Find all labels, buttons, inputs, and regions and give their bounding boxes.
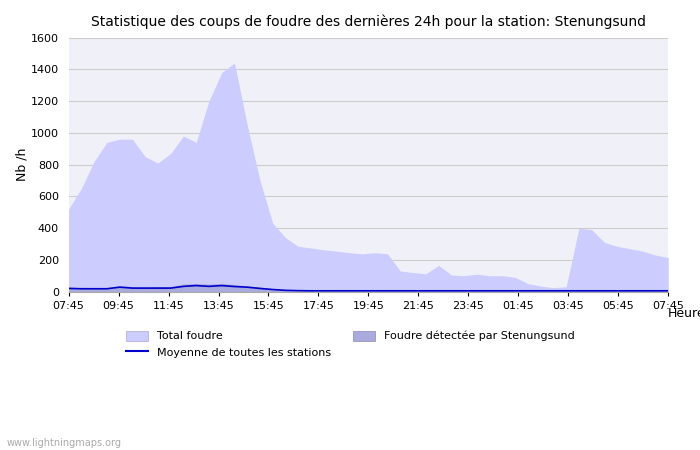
- X-axis label: Heure: Heure: [667, 307, 700, 320]
- Y-axis label: Nb /h: Nb /h: [15, 148, 28, 181]
- Title: Statistique des coups de foudre des dernières 24h pour la station: Stenungsund: Statistique des coups de foudre des dern…: [91, 15, 646, 30]
- Text: www.lightningmaps.org: www.lightningmaps.org: [7, 438, 122, 448]
- Legend: Total foudre, Moyenne de toutes les stations, Foudre détectée par Stenungsund: Total foudre, Moyenne de toutes les stat…: [121, 326, 580, 362]
